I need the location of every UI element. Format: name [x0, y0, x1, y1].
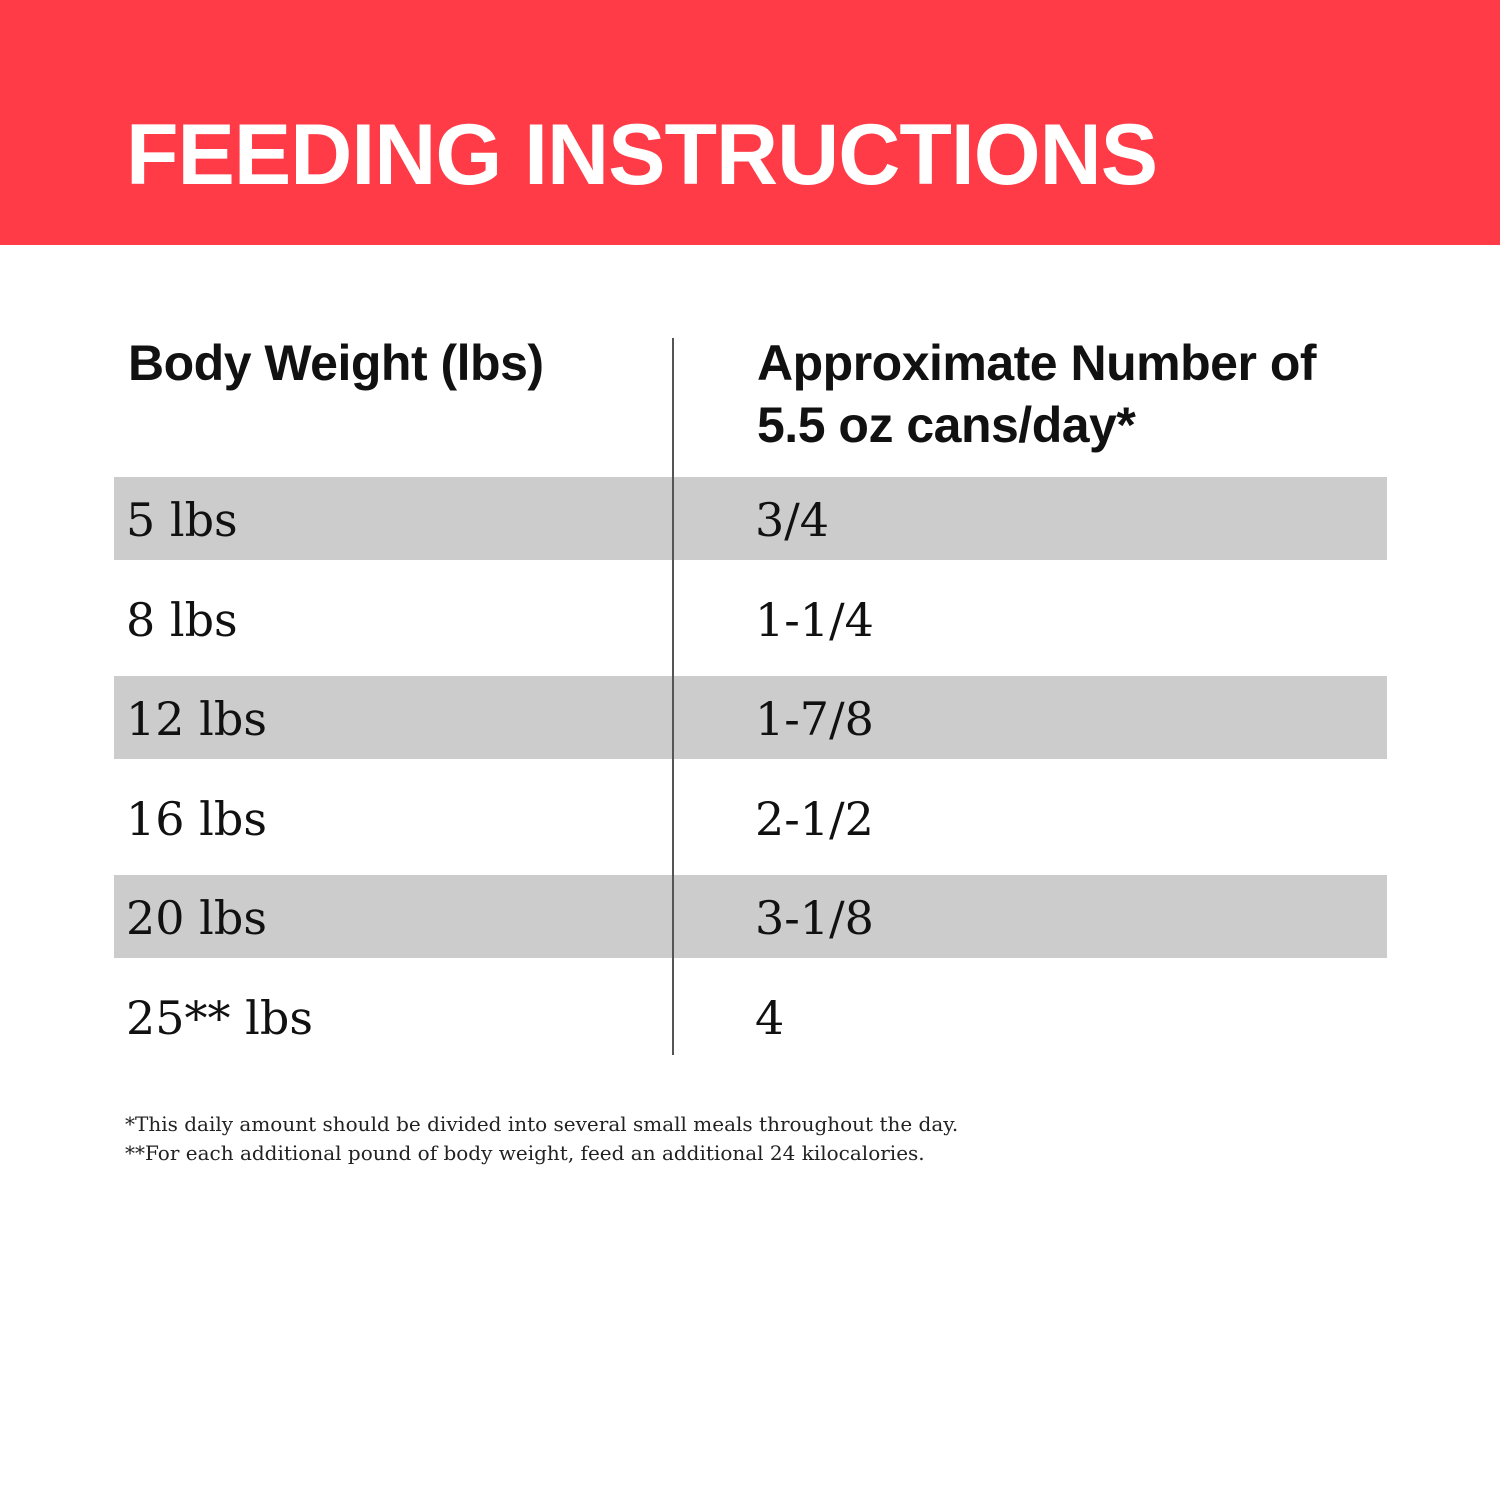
cell: 1-1/4: [755, 592, 874, 647]
header-banner: FEEDING INSTRUCTIONS: [0, 0, 1500, 245]
title: FEEDING INSTRUCTIONS: [126, 107, 1158, 203]
cell: 16 lbs: [126, 791, 267, 846]
table-row: 16 lbs 2-1/2: [114, 776, 1387, 859]
footnote: **For each additional pound of body weig…: [125, 1141, 925, 1165]
table-row: 8 lbs 1-1/4: [114, 577, 1387, 660]
column-header: Approximate Number of 5.5 oz cans/day*: [757, 335, 1317, 453]
table-row: 5 lbs 3/4: [114, 477, 1387, 560]
cell: 4: [755, 990, 785, 1045]
cell: 3-1/8: [755, 891, 874, 945]
column-divider: [672, 338, 674, 1055]
cell: 25** lbs: [126, 990, 313, 1045]
table-row: 12 lbs 1-7/8: [114, 676, 1387, 759]
table-row: 20 lbs 3-1/8: [114, 875, 1387, 958]
cell: 5 lbs: [126, 493, 238, 547]
table-row: 25** lbs 4: [114, 975, 1387, 1058]
cell: 3/4: [755, 493, 830, 547]
cell: 12 lbs: [126, 692, 267, 746]
cell: 8 lbs: [126, 592, 238, 647]
cell: 20 lbs: [126, 891, 267, 945]
cell: 2-1/2: [755, 791, 874, 846]
cell: 1-7/8: [755, 692, 874, 746]
column-header: Body Weight (lbs): [128, 335, 544, 391]
footnote: *This daily amount should be divided int…: [125, 1112, 959, 1136]
